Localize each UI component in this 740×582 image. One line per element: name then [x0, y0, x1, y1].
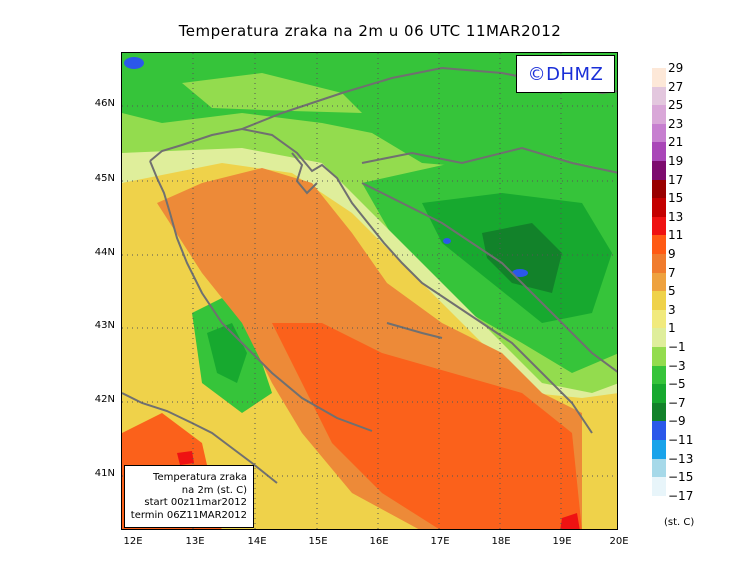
- legend-swatch: [652, 477, 666, 496]
- legend-tick-label: −9: [668, 414, 686, 429]
- legend-tick-label: 3: [668, 302, 676, 317]
- legend-swatch: [652, 68, 666, 87]
- lat-label: 46N: [94, 98, 115, 109]
- legend-swatch: [652, 421, 666, 440]
- hot-spot-west: [177, 451, 194, 465]
- cold-spot-montenegro: [512, 269, 528, 277]
- legend-swatch: [652, 216, 666, 236]
- temperature-field: [122, 53, 617, 529]
- lon-label: 16E: [369, 536, 389, 547]
- croatia-border: [361, 146, 617, 174]
- hot-spot-south: [560, 513, 580, 529]
- east-coastline: [149, 127, 593, 434]
- lat-label: 42N: [94, 394, 115, 405]
- legend-tick-label: −15: [668, 470, 694, 485]
- lon-label: 19E: [552, 536, 572, 547]
- dalmatian-islands: [386, 322, 443, 339]
- legend-tick-label: 1: [668, 321, 676, 336]
- cold-spot-alps: [124, 57, 144, 69]
- legend-tick-label: 7: [668, 265, 676, 280]
- legend-swatch: [652, 347, 666, 366]
- tyrrhenian-coastline: [122, 392, 278, 484]
- legend-tick-label: −11: [668, 433, 694, 447]
- legend-tick-label: 19: [668, 154, 684, 168]
- legend-swatch: [652, 328, 666, 347]
- legend-swatch: [652, 440, 666, 459]
- lon-label: 12E: [123, 536, 143, 547]
- legend-tick-label: −17: [668, 488, 694, 503]
- info-variable: Temperatura zraka: [153, 472, 247, 483]
- lat-label: 44N: [94, 247, 115, 258]
- legend-units: (st. C): [664, 517, 695, 528]
- legend-swatch: [652, 254, 666, 273]
- lat-label: 41N: [94, 468, 115, 479]
- dhmz-copyright-label: ©DHMZ: [516, 55, 615, 93]
- legend-tick-label: 13: [668, 209, 684, 224]
- info-level-units: na 2m (st. C): [181, 484, 247, 496]
- legend-tick-label: −3: [668, 358, 686, 373]
- legend-tick-label: 25: [668, 98, 684, 113]
- legend-tick-label: 29: [668, 61, 684, 75]
- legend-swatch: [652, 179, 666, 199]
- legend-swatch: [652, 123, 666, 143]
- legend-tick-label: 9: [668, 247, 676, 261]
- temperature-map: [121, 52, 618, 530]
- lon-label: 15E: [308, 536, 328, 547]
- legend-swatch: [652, 235, 666, 254]
- lat-label: 43N: [94, 320, 115, 331]
- legend-tick-label: −5: [668, 377, 686, 392]
- legend-tick-label: 17: [668, 172, 684, 187]
- legend-swatch: [652, 105, 666, 124]
- info-start-time: start 00z11mar2012: [144, 497, 247, 508]
- legend-tick-label: −7: [668, 395, 686, 410]
- legend-tick-label: 5: [668, 284, 676, 299]
- legend-tick-label: −1: [668, 340, 686, 354]
- legend-swatch: [652, 384, 666, 403]
- legend-tick-label: 21: [668, 135, 684, 150]
- legend-swatch: [652, 86, 666, 106]
- legend-swatch: [652, 142, 666, 161]
- legend-tick-label: 15: [668, 191, 684, 206]
- legend-swatch: [652, 458, 666, 478]
- lon-label: 20E: [609, 536, 629, 547]
- legend-tick-label: −13: [668, 451, 694, 466]
- legend-swatch: [652, 198, 666, 217]
- info-valid-time: termin 06Z11MAR2012: [130, 509, 247, 521]
- legend-tick-label: 23: [668, 116, 684, 131]
- legend-tick-label: 11: [668, 228, 684, 243]
- legend-swatch: [652, 309, 666, 329]
- inland-coldest-field: [482, 223, 562, 293]
- legend-swatch: [652, 365, 666, 385]
- adriatic-hot-field: [272, 323, 582, 529]
- legend-swatch: [652, 291, 666, 310]
- lat-label: 45N: [94, 173, 115, 184]
- lon-label: 13E: [185, 536, 205, 547]
- italy-coastline: [149, 160, 373, 432]
- lon-label: 18E: [491, 536, 511, 547]
- legend-tick-label: 27: [668, 79, 684, 94]
- legend-swatch: [652, 161, 666, 180]
- lon-label: 17E: [430, 536, 450, 547]
- run-info-box: Temperatura zraka na 2m (st. C) start 00…: [124, 465, 254, 528]
- legend-swatch: [652, 402, 666, 422]
- cold-spot-bosnia: [443, 238, 451, 244]
- bosnia-border: [361, 182, 617, 373]
- legend-swatch: [652, 272, 666, 292]
- map-title: Temperatura zraka na 2m u 06 UTC 11MAR20…: [178, 22, 562, 40]
- lon-label: 14E: [247, 536, 267, 547]
